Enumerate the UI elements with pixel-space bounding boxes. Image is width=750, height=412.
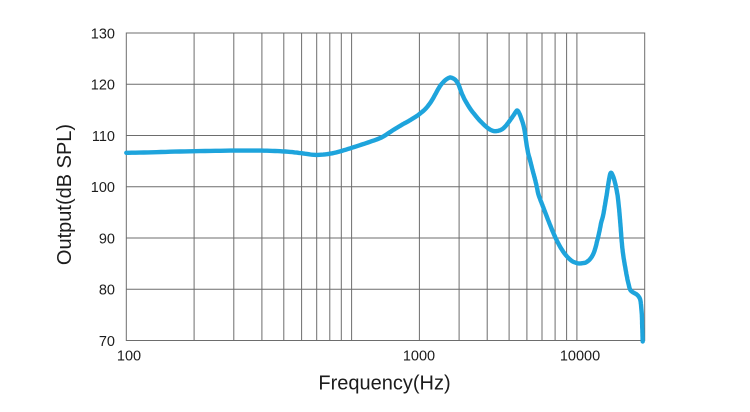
svg-text:10000: 10000 (560, 349, 600, 365)
svg-text:120: 120 (91, 78, 115, 94)
svg-text:70: 70 (99, 334, 115, 350)
svg-text:Output(dB SPL): Output(dB SPL) (54, 124, 76, 265)
svg-text:Frequency(Hz): Frequency(Hz) (318, 373, 450, 395)
svg-text:100: 100 (91, 180, 115, 196)
svg-text:1000: 1000 (403, 349, 435, 365)
svg-text:130: 130 (91, 26, 115, 42)
svg-text:90: 90 (99, 231, 115, 247)
svg-text:110: 110 (92, 129, 115, 145)
svg-text:80: 80 (99, 283, 115, 299)
svg-text:100: 100 (117, 349, 141, 365)
